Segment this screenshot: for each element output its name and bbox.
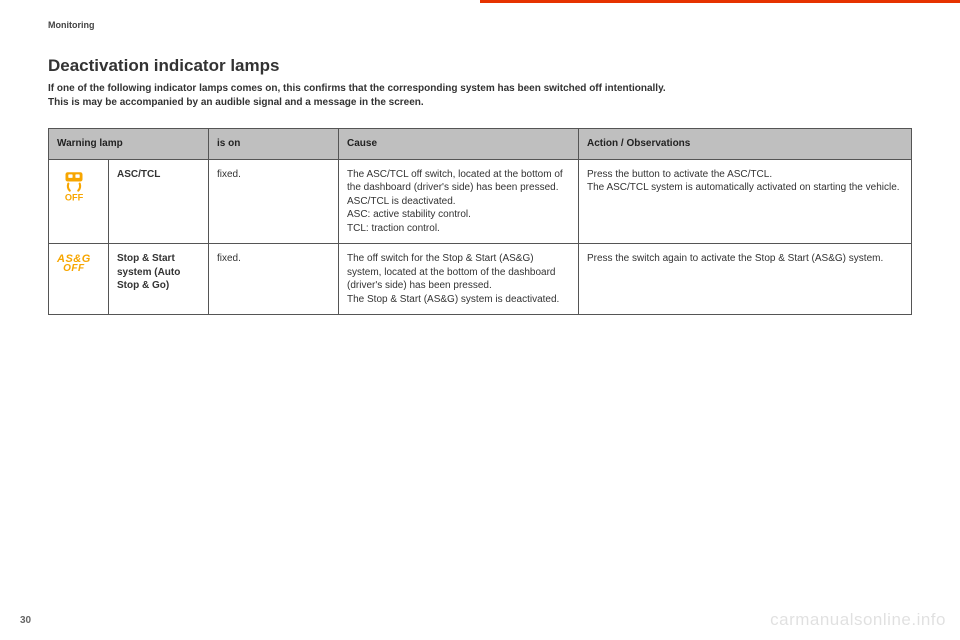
col-is-on: is on <box>209 129 339 160</box>
lamp-ison: fixed. <box>209 159 339 244</box>
page-content: Monitoring Deactivation indicator lamps … <box>0 0 960 640</box>
col-warning-lamp: Warning lamp <box>49 129 209 160</box>
lamp-name: Stop & Start system (Auto Stop & Go) <box>109 244 209 315</box>
table-row: AS&G OFF Stop & Start system (Auto Stop … <box>49 244 912 315</box>
lamp-name-text: Stop & Start system (Auto Stop & Go) <box>117 253 180 291</box>
page-number: 30 <box>20 615 31 626</box>
svg-text:OFF: OFF <box>65 192 84 201</box>
watermark: carmanualsonline.info <box>770 610 946 630</box>
asc-off-icon: OFF <box>57 168 91 202</box>
lamp-cause: The ASC/TCL off switch, located at the b… <box>339 159 579 244</box>
table-row: OFF ASC/TCL fixed. The ASC/TCL off switc… <box>49 159 912 244</box>
lamp-name-text: ASC/TCL <box>117 169 160 180</box>
col-action: Action / Observations <box>579 129 912 160</box>
table-header-row: Warning lamp is on Cause Action / Observ… <box>49 129 912 160</box>
col-cause: Cause <box>339 129 579 160</box>
icon-cell-asg: AS&G OFF <box>49 244 109 315</box>
lamp-cause: The off switch for the Stop & Start (AS&… <box>339 244 579 315</box>
intro-line-2: This is may be accompanied by an audible… <box>48 97 424 108</box>
intro-text: If one of the following indicator lamps … <box>48 82 912 110</box>
lamp-name: ASC/TCL <box>109 159 209 244</box>
page-title: Deactivation indicator lamps <box>48 56 912 76</box>
intro-line-1: If one of the following indicator lamps … <box>48 83 666 94</box>
asg-icon-bottom: OFF <box>57 264 91 275</box>
indicator-table: Warning lamp is on Cause Action / Observ… <box>48 128 912 315</box>
section-label: Monitoring <box>48 20 912 30</box>
lamp-action: Press the switch again to activate the S… <box>579 244 912 315</box>
icon-cell-asc: OFF <box>49 159 109 244</box>
asg-off-icon: AS&G OFF <box>57 252 91 274</box>
lamp-action: Press the button to activate the ASC/TCL… <box>579 159 912 244</box>
lamp-ison: fixed. <box>209 244 339 315</box>
